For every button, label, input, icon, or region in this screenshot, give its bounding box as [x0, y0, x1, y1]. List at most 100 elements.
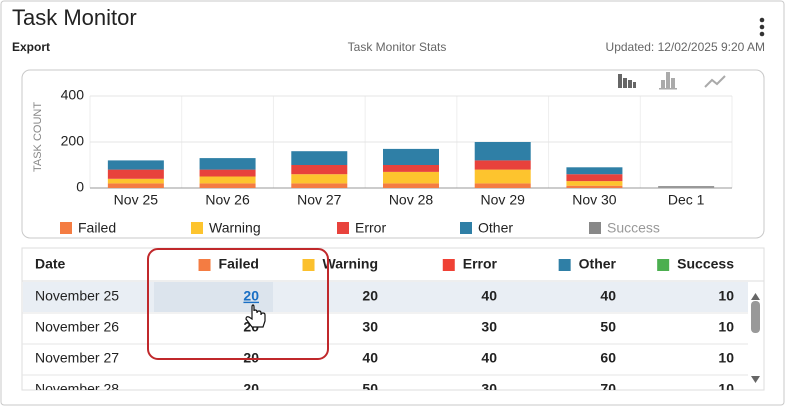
bar-segment	[291, 174, 348, 184]
column-header[interactable]: Failed	[219, 256, 259, 272]
bar-segment	[199, 183, 256, 188]
bar-segment	[107, 183, 164, 188]
date-cell: November 25	[35, 288, 119, 304]
y-tick-label: 200	[61, 133, 85, 149]
bar-segment	[199, 158, 256, 170]
updated-time: Updated: 12/02/2025 9:20 AM	[606, 40, 765, 54]
bar-segment	[383, 148, 439, 165]
bar-segment	[383, 183, 439, 188]
legend-item[interactable]: Failed	[60, 220, 116, 236]
chart-area: 0 200 400 Nov 25 Nov 26 Nov 27 Nov 28 Nov 29 Nov…	[60, 87, 733, 236]
legend-swatch	[60, 222, 72, 234]
x-tick-label: Nov 27	[297, 192, 342, 208]
legend-swatch	[589, 222, 601, 234]
column-swatch	[302, 259, 315, 271]
column-swatch	[442, 259, 455, 271]
menu-button[interactable]	[759, 17, 765, 37]
legend-label: Warning	[209, 220, 261, 236]
export-button[interactable]: Export	[12, 40, 50, 54]
legend-label: Other	[478, 220, 513, 236]
bar-segment	[199, 176, 256, 184]
column-swatch	[657, 259, 670, 271]
bar-segment	[474, 142, 531, 161]
column-swatch	[198, 259, 211, 271]
legend-swatch	[191, 222, 203, 234]
x-tick-label: Dec 1	[668, 192, 705, 208]
subtitle: Task Monitor Stats	[348, 40, 447, 54]
bar-segment	[107, 178, 164, 184]
legend-label: Failed	[78, 220, 116, 236]
bar-segment	[383, 171, 439, 184]
y-axis-label: TASK COUNT	[32, 102, 44, 172]
bar-segment	[566, 181, 623, 186]
count-cell: 20	[243, 350, 259, 366]
count-cell: 10	[718, 381, 734, 397]
count-cell: 40	[481, 288, 497, 304]
count-cell: 10	[718, 288, 734, 304]
legend-label: Error	[355, 220, 386, 236]
x-tick-label: Nov 29	[481, 192, 526, 208]
empty-bar-stub	[658, 186, 715, 188]
legend-swatch	[337, 222, 349, 234]
count-cell: 30	[481, 319, 497, 335]
highlight-annotation	[147, 248, 329, 360]
legend-label: Success	[607, 220, 660, 236]
column-header[interactable]: Warning	[323, 256, 378, 272]
column-swatch	[558, 259, 571, 271]
bar-segment	[291, 151, 348, 165]
bar-segment	[474, 183, 531, 188]
y-tick-label: 400	[61, 87, 85, 103]
count-cell: 50	[600, 319, 616, 335]
x-tick-label: Nov 26	[205, 192, 250, 208]
bar-segment	[383, 165, 439, 172]
count-cell: 30	[362, 319, 378, 335]
bar-segment	[107, 160, 164, 170]
legend-item[interactable]: Warning	[191, 220, 261, 236]
x-tick-label: Nov 25	[114, 192, 159, 208]
bar-segment	[566, 167, 623, 175]
data-table: Date Failed Warning Error Other Success Novemb…	[22, 256, 764, 397]
scrollbar[interactable]	[751, 293, 760, 383]
bar-segment	[474, 169, 531, 184]
count-cell: 20	[243, 381, 259, 397]
legend-item[interactable]: Other	[460, 220, 513, 236]
count-cell: 40	[600, 288, 616, 304]
count-cell: 20	[362, 288, 378, 304]
count-cell: 70	[600, 381, 616, 397]
table-panel	[21, 247, 765, 391]
date-cell: November 26	[35, 319, 119, 335]
widget-title: Task Monitor	[12, 5, 137, 30]
count-cell: 60	[600, 350, 616, 366]
count-cell: 30	[481, 381, 497, 397]
column-header[interactable]: Success	[677, 256, 734, 272]
legend-item[interactable]: Error	[337, 220, 386, 236]
column-header[interactable]: Other	[579, 256, 617, 272]
count-cell: 10	[718, 350, 734, 366]
bar-view-icon[interactable]	[659, 72, 677, 90]
bar-segment	[566, 185, 623, 188]
bar-segment	[291, 165, 348, 175]
column-header[interactable]: Date	[35, 256, 66, 272]
bar-segment	[566, 174, 623, 182]
date-cell: November 27	[35, 350, 119, 366]
bar-segment	[107, 169, 164, 179]
count-cell: 10	[718, 319, 734, 335]
count-cell: 40	[481, 350, 497, 366]
pointer-cursor	[245, 304, 266, 328]
bar-segment	[199, 169, 256, 177]
count-cell: 40	[362, 350, 378, 366]
selected-row	[23, 282, 748, 312]
bar-segment	[291, 183, 348, 188]
x-tick-label: Nov 30	[572, 192, 617, 208]
bar-segment	[474, 160, 531, 170]
x-tick-label: Nov 28	[389, 192, 434, 208]
cell-link[interactable]: 20	[243, 288, 259, 304]
legend-swatch	[460, 222, 472, 234]
legend-item[interactable]: Success	[589, 220, 660, 236]
column-header[interactable]: Error	[463, 256, 498, 272]
date-cell: November 28	[35, 381, 119, 397]
y-tick-label: 0	[76, 179, 84, 195]
stacked-view-icon[interactable]	[618, 74, 636, 88]
line-view-icon[interactable]	[704, 75, 726, 88]
